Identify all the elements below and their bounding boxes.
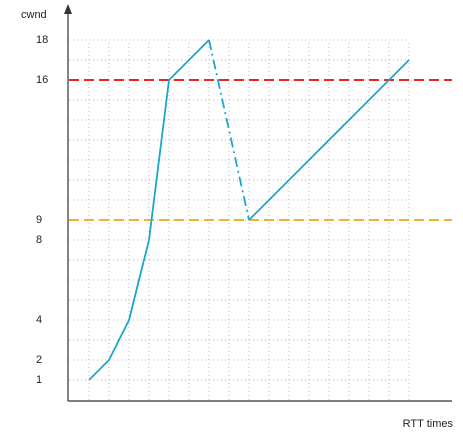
y-tick-label: 2 (36, 354, 42, 366)
y-tick-label: 9 (36, 214, 42, 226)
y-tick-label: 8 (36, 234, 42, 246)
plot (69, 39, 452, 381)
y-tick-label: 18 (36, 34, 48, 46)
cwnd-line (248, 59, 410, 221)
y-axis-label: cwnd (21, 9, 47, 21)
y-tick-label: 4 (36, 314, 42, 326)
x-axis-label: RTT times (403, 418, 454, 430)
y-tick-label: 1 (36, 374, 42, 386)
cwnd-line (88, 39, 210, 381)
y-tick-label: 16 (36, 74, 48, 86)
y-axis-arrow (64, 4, 72, 14)
